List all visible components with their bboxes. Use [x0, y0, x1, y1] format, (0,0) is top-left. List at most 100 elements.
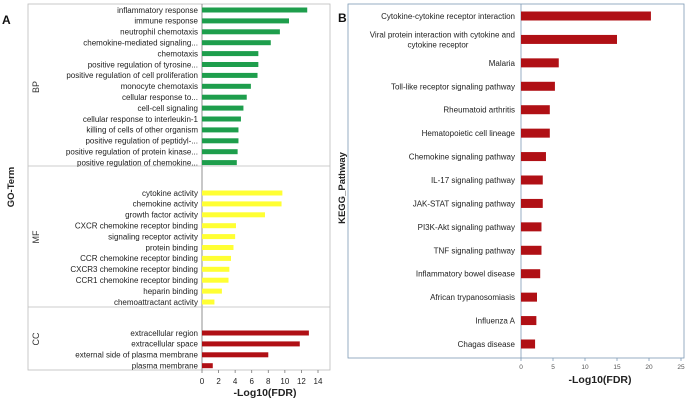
kegg-pathway-label-line: Chagas disease — [458, 340, 516, 349]
a-x-tick-label: 0 — [200, 377, 205, 386]
go-bar-mf-10 — [202, 299, 215, 305]
kegg-pathway-label: Inflammatory bowel disease — [416, 270, 516, 279]
kegg-pathway-label: JAK-STAT signaling pathway — [413, 199, 515, 208]
go-bar-cc-1 — [202, 341, 300, 347]
go-bar-mf-9 — [202, 288, 222, 294]
go-bar-mf-4 — [202, 234, 236, 240]
panel-a-label: A — [2, 13, 11, 27]
kegg-pathway-label: Cytokine-cytokine receptor interaction — [381, 12, 515, 21]
go-term-label: extracellular space — [131, 340, 198, 349]
go-bar-cc-2 — [202, 352, 269, 358]
kegg-pathway-label-line: Malaria — [489, 59, 516, 68]
go-bar-cc-0 — [202, 330, 309, 336]
kegg-pathway-label-line: Cytokine-cytokine receptor interaction — [381, 12, 515, 21]
go-term-label: neutrophil chemotaxis — [120, 28, 198, 37]
kegg-bar-6 — [521, 152, 546, 162]
kegg-pathway-label-line: Toll-like receptor signaling pathway — [391, 82, 515, 91]
go-term-chart: A BP MF CC GO-Term -Log10(FDR) inflammat… — [2, 3, 331, 399]
b-x-tick-label: 10 — [581, 364, 589, 371]
panel-a-border — [27, 3, 331, 371]
kegg-pathway-chart: B KEGG_Pathway -Log10(FDR) Cytokine-cyto… — [337, 3, 685, 386]
go-term-label: growth factor activity — [125, 211, 198, 220]
a-x-tick-label: 6 — [249, 377, 254, 386]
go-term-label: heparin binding — [143, 287, 198, 296]
kegg-pathway-label: Toll-like receptor signaling pathway — [391, 82, 515, 91]
kegg-pathway-label-line: Viral protein interaction with cytokine … — [370, 30, 515, 39]
kegg-pathway-label-line: cytokine receptor — [408, 40, 469, 49]
kegg-pathway-label: Hematopoietic cell lineage — [422, 129, 516, 138]
go-term-label: chemoattractant activity — [114, 298, 198, 307]
kegg-pathway-label: TNF signaling pathway — [434, 246, 515, 255]
a-x-tick-label: 4 — [233, 377, 238, 386]
go-bar-bp-12 — [202, 138, 239, 144]
panel-b-y-axis-title: KEGG_Pathway — [337, 151, 348, 224]
b-x-tick-label: 0 — [519, 364, 523, 371]
go-term-label: positive regulation of tyrosine... — [88, 60, 198, 69]
go-term-label: positive regulation of cell proliferatio… — [66, 71, 198, 80]
kegg-pathway-label: Malaria — [489, 59, 516, 68]
panel-b-label: B — [338, 11, 347, 25]
go-term-label: positive regulation of protein kinase... — [66, 148, 198, 157]
kegg-pathway-label-line: African trypanosomiasis — [430, 293, 515, 302]
go-term-label: CXCR3 chemokine receptor binding — [70, 265, 198, 274]
kegg-bar-4 — [521, 105, 550, 115]
kegg-pathway-label: Chemokine signaling pathway — [409, 153, 515, 162]
go-term-label: positive regulation of peptidyl-... — [85, 137, 198, 146]
go-term-label: cytokine activity — [142, 189, 198, 198]
panel-a-x-axis-title: -Log10(FDR) — [234, 387, 297, 399]
kegg-bar-10 — [521, 245, 542, 255]
kegg-pathway-label-line: Hematopoietic cell lineage — [422, 129, 516, 138]
kegg-pathway-label: IL-17 signaling pathway — [431, 176, 515, 185]
go-bar-bp-11 — [202, 127, 239, 133]
kegg-pathway-label-line: TNF signaling pathway — [434, 246, 515, 255]
kegg-pathway-label-line: IL-17 signaling pathway — [431, 176, 515, 185]
go-term-label: cellular response to... — [122, 93, 198, 102]
kegg-bar-7 — [521, 175, 543, 185]
group-label-bp: BP — [31, 81, 41, 93]
go-bar-mf-7 — [202, 266, 230, 272]
kegg-pathway-label: PI3K-Akt signaling pathway — [418, 223, 515, 232]
a-x-tick-label: 8 — [266, 377, 271, 386]
go-term-label: cellular response to interleukin-1 — [83, 115, 199, 124]
go-bar-bp-9 — [202, 105, 244, 111]
go-term-label: cell-cell signaling — [138, 104, 198, 113]
kegg-bar-3 — [521, 81, 555, 91]
group-label-mf: MF — [31, 230, 41, 243]
panel-b-x-axis-title: -Log10(FDR) — [569, 374, 632, 386]
kegg-bar-2 — [521, 58, 559, 68]
a-x-tick-label: 10 — [280, 377, 289, 386]
go-bar-mf-6 — [202, 255, 231, 261]
b-x-tick-label: 5 — [551, 364, 555, 371]
go-term-label: chemokine activity — [133, 200, 198, 209]
b-x-tick-label: 20 — [645, 364, 653, 371]
go-bar-bp-14 — [202, 160, 237, 166]
go-term-label: CXCR chemokine receptor binding — [75, 222, 198, 231]
kegg-bar-9 — [521, 222, 542, 232]
go-bar-mf-2 — [202, 212, 265, 218]
kegg-bar-11 — [521, 269, 541, 279]
go-bar-mf-1 — [202, 201, 282, 207]
go-bar-mf-8 — [202, 277, 229, 283]
go-bar-mf-5 — [202, 245, 234, 250]
kegg-bar-1 — [521, 34, 617, 44]
kegg-bar-8 — [521, 198, 543, 208]
go-bar-mf-0 — [202, 190, 283, 196]
go-bar-bp-3 — [202, 40, 271, 46]
go-term-label: killing of cells of other organism — [86, 126, 198, 135]
go-term-label: immune response — [134, 17, 198, 26]
go-bar-bp-10 — [202, 116, 241, 122]
kegg-bar-14 — [521, 339, 536, 349]
kegg-pathway-label-line: Rheumatoid arthritis — [443, 106, 515, 115]
kegg-pathway-label-line: JAK-STAT signaling pathway — [413, 199, 515, 208]
kegg-pathway-label: Influenza A — [475, 317, 515, 326]
go-bar-bp-0 — [202, 7, 308, 13]
go-bar-bp-7 — [202, 83, 251, 89]
kegg-pathway-label-line: PI3K-Akt signaling pathway — [418, 223, 515, 232]
a-x-tick-label: 12 — [297, 377, 306, 386]
go-term-label: CCR1 chemokine receptor binding — [76, 276, 198, 285]
kegg-bar-0 — [521, 11, 651, 21]
b-x-tick-label: 25 — [677, 364, 685, 371]
kegg-pathway-label: Viral protein interaction with cytokine … — [370, 30, 515, 49]
kegg-pathway-label: Chagas disease — [458, 340, 516, 349]
